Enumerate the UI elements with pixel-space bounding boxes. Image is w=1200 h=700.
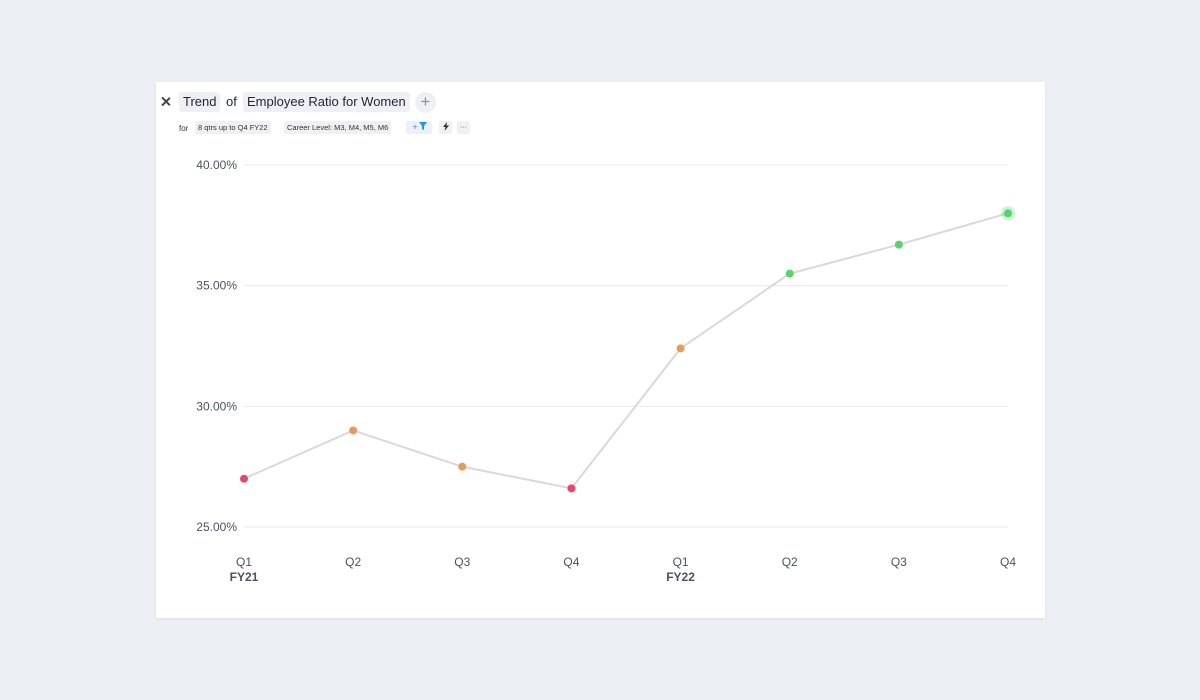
filter-icon	[418, 122, 427, 130]
quick-action-button[interactable]	[439, 121, 452, 134]
career-level-filter-chip[interactable]: Career Level: M3, M4, M5, M6	[284, 121, 392, 134]
x-tick-label: Q2	[345, 555, 361, 569]
trend-line	[243, 212, 1009, 490]
add-filter-label: +	[412, 122, 418, 132]
data-point[interactable]	[676, 344, 685, 353]
x-tick-label: Q4	[1000, 555, 1016, 569]
data-point[interactable]	[785, 269, 794, 278]
add-metric-button[interactable]: +	[415, 92, 436, 113]
metric-type-chip[interactable]: Trend	[179, 92, 221, 112]
data-point[interactable]	[894, 240, 903, 249]
x-tick-label: Q1	[236, 555, 252, 569]
of-label: of	[226, 94, 237, 109]
x-tick-label: Q3	[891, 555, 907, 569]
data-point[interactable]	[349, 426, 358, 435]
x-group-label: FY22	[666, 570, 695, 584]
trend-chart: 25.00% 30.00% 35.00% 40.00% Q1 Q2 Q3 Q4 Q1 Q2 Q3 Q…	[196, 158, 1016, 584]
data-point[interactable]	[458, 462, 467, 471]
chart-card: Trend of Employee Ratio for Women + for …	[156, 82, 1045, 618]
metric-name-chip[interactable]: Employee Ratio for Women	[243, 92, 410, 112]
x-tick-label: Q2	[782, 555, 798, 569]
lightning-icon	[442, 122, 449, 131]
data-point[interactable]	[567, 484, 576, 493]
for-label: for	[179, 124, 189, 133]
period-filter-chip[interactable]: 8 qtrs up to Q4 FY22	[195, 121, 271, 134]
data-point[interactable]	[240, 474, 248, 483]
y-tick-label: 30.00%	[196, 399, 237, 413]
add-filter-button[interactable]: +	[406, 121, 432, 134]
y-tick-label: 40.00%	[196, 158, 237, 172]
more-options-button[interactable]: ···	[457, 121, 470, 134]
x-tick-label: Q4	[563, 555, 579, 569]
x-group-label: FY21	[230, 570, 259, 584]
x-tick-label: Q1	[673, 555, 689, 569]
data-point[interactable]	[1004, 209, 1012, 218]
y-tick-label: 35.00%	[196, 279, 237, 293]
x-tick-label: Q3	[454, 555, 470, 569]
y-tick-label: 25.00%	[196, 520, 237, 534]
